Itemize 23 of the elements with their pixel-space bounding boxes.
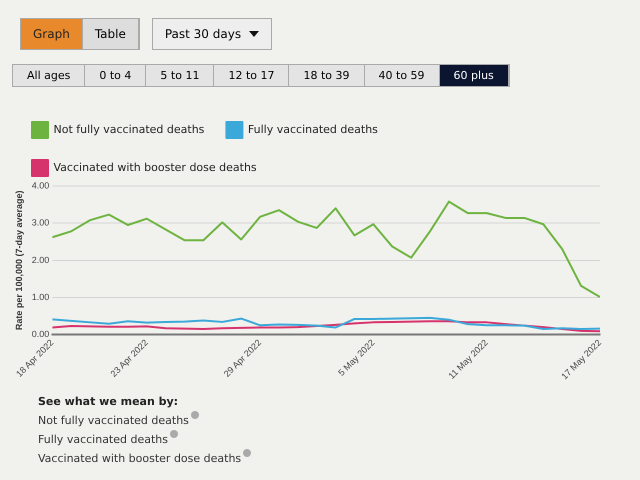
y-tick-label: 4.00 xyxy=(32,180,50,190)
text: 60 plus xyxy=(440,65,509,86)
y-tick-label: 0.00 xyxy=(32,329,50,340)
text: 40 to 59 xyxy=(364,65,440,86)
legend-label: Vaccinated with booster dose deaths xyxy=(54,160,257,174)
y-tick-label: 2.00 xyxy=(32,254,50,265)
text: Not fully vaccinated deaths xyxy=(38,414,189,427)
text: 12 to 17 xyxy=(214,65,290,86)
y-axis-title: Rate per 100,000 (7-day average) xyxy=(14,190,24,330)
text: 5 to 11 xyxy=(146,65,214,86)
legend-label: Fully vaccinated deaths xyxy=(248,122,378,136)
text: All ages xyxy=(13,65,86,86)
legend-label: Not fully vaccinated deaths xyxy=(54,122,205,136)
text: Graph xyxy=(21,19,83,49)
text: Table xyxy=(82,19,139,49)
y-tick-label: 3.00 xyxy=(32,218,50,228)
text: Fully vaccinated deaths xyxy=(38,433,168,446)
text: See what we mean by: xyxy=(38,395,178,408)
text: 18 to 39 xyxy=(289,65,365,86)
text: 0 to 4 xyxy=(85,65,146,86)
text: Vaccinated with booster dose deaths xyxy=(38,452,242,465)
y-tick-label: 1.00 xyxy=(32,292,50,302)
text: Past 30 days xyxy=(164,27,242,41)
